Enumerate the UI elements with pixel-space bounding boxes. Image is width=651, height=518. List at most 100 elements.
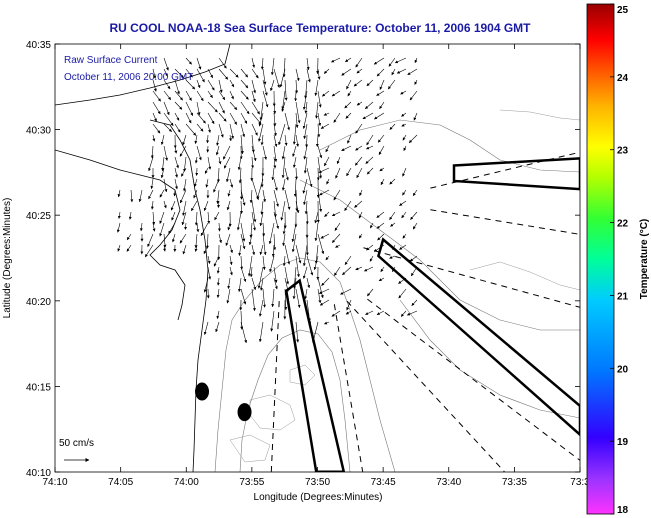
- current-vector: [216, 277, 220, 286]
- current-vector: [268, 222, 275, 245]
- colorbar-tick-label: 22: [617, 219, 629, 230]
- current-vector: [304, 101, 308, 114]
- current-vector: [373, 57, 385, 65]
- current-vector: [409, 90, 418, 101]
- current-vector: [218, 68, 229, 80]
- current-vector: [152, 79, 157, 92]
- current-vector: [304, 200, 308, 215]
- current-vector: [256, 178, 264, 200]
- current-vector: [333, 189, 341, 201]
- current-vector: [196, 112, 206, 124]
- current-vector: [282, 233, 286, 247]
- current-vector: [364, 266, 374, 272]
- colorbar-tick-label: 21: [617, 291, 629, 302]
- current-vector: [196, 145, 202, 161]
- current-vector: [152, 123, 161, 134]
- current-vector: [366, 145, 374, 150]
- current-vector: [251, 288, 256, 312]
- current-vector: [259, 244, 264, 255]
- colorbar-tick-label: 25: [617, 5, 629, 16]
- current-vector: [229, 79, 235, 88]
- current-vector: [207, 255, 211, 264]
- current-vector: [251, 145, 257, 162]
- current-vector: [174, 145, 178, 154]
- current-vector: [314, 222, 319, 242]
- current-vector: [205, 178, 209, 188]
- current-vector: [229, 178, 234, 188]
- current-vector: [313, 255, 319, 271]
- y-axis-ticks: 40:35 40:30 40:25 40:20 40:15 40:10: [26, 40, 580, 479]
- current-vector: [240, 134, 244, 155]
- current-vector: [174, 79, 180, 95]
- current-vector: [314, 211, 319, 224]
- current-vector: [173, 189, 177, 197]
- current-vector: [152, 222, 156, 232]
- current-vector: [344, 200, 352, 211]
- current-vector: [183, 178, 187, 192]
- current-vector: [229, 255, 233, 266]
- current-vector: [152, 68, 157, 79]
- current-vector: [306, 57, 310, 71]
- current-vector: [340, 288, 352, 295]
- current-vector: [218, 57, 227, 69]
- current-vector: [152, 112, 157, 122]
- current-vector: [213, 255, 220, 267]
- y-tick-label: 40:15: [26, 382, 51, 393]
- lane-boundary: [346, 300, 505, 472]
- current-vector: [317, 288, 322, 304]
- current-vector: [320, 123, 330, 129]
- current-vector: [159, 189, 165, 198]
- current-vector: [260, 134, 264, 146]
- colorbar: [586, 3, 615, 515]
- current-vector: [152, 134, 156, 142]
- current-vector: [180, 189, 187, 204]
- current-vector: [346, 299, 352, 311]
- current-vector: [163, 57, 169, 71]
- current-vector: [334, 222, 341, 231]
- current-vector: [170, 200, 176, 211]
- current-vector: [160, 134, 165, 145]
- current-vector: [251, 244, 256, 256]
- colorbar-label: Temperature (°C): [639, 219, 650, 300]
- current-vector: [394, 57, 407, 64]
- current-vector: [279, 68, 286, 88]
- current-vector: [319, 299, 330, 306]
- x-tick-label: 74:10: [42, 477, 67, 488]
- current-vector: [369, 255, 374, 262]
- current-vector: [399, 200, 407, 206]
- current-vector: [174, 112, 180, 121]
- current-vector: [262, 90, 269, 108]
- current-vector: [207, 112, 215, 125]
- current-vector: [335, 244, 341, 248]
- current-vector: [284, 134, 288, 146]
- current-vector: [196, 101, 201, 116]
- depth-contour: [469, 109, 580, 291]
- current-vector: [218, 90, 226, 101]
- current-vector: [334, 266, 341, 276]
- current-vector: [323, 68, 330, 74]
- current-vector: [163, 233, 167, 248]
- current-vector: [273, 277, 278, 290]
- current-vector: [302, 244, 308, 267]
- current-vector: [325, 255, 330, 261]
- current-vector: [293, 178, 297, 197]
- x-tick-label: 73:35: [502, 477, 527, 488]
- current-vector: [409, 255, 418, 262]
- current-vector: [262, 189, 267, 203]
- current-vector: [215, 145, 220, 156]
- current-vector: [367, 288, 374, 297]
- current-vector: [262, 288, 266, 308]
- current-vector: [359, 189, 363, 196]
- current-vector: [282, 255, 286, 267]
- current-vector: [273, 189, 279, 207]
- current-vector: [262, 68, 267, 85]
- colorbar-tick-label: 20: [617, 364, 629, 375]
- current-vector: [304, 288, 308, 300]
- current-vector: [344, 101, 352, 109]
- current-vector: [358, 211, 363, 219]
- current-vector: [147, 233, 154, 247]
- current-vector: [193, 189, 198, 199]
- current-vector: [341, 145, 352, 151]
- current-vector: [237, 277, 242, 292]
